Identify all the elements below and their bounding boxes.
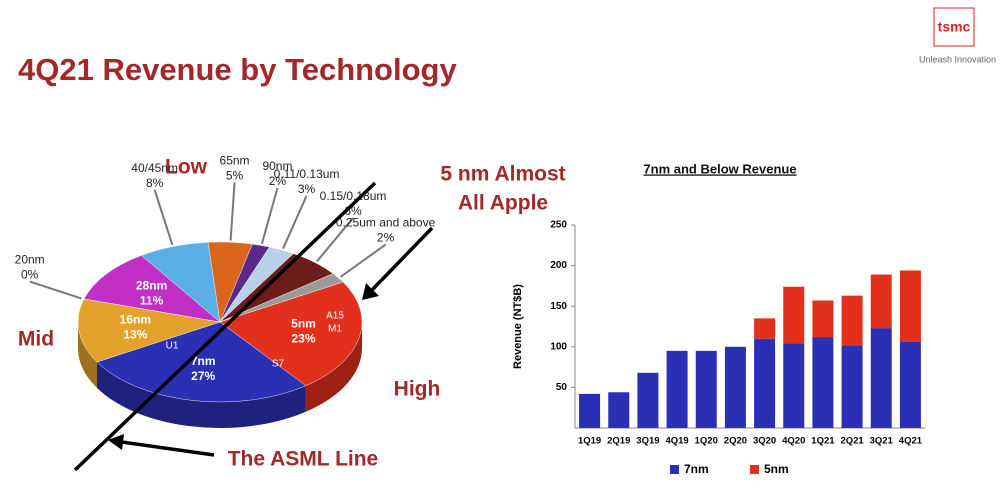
slice-value: 3% (298, 182, 316, 196)
y-axis-label: Revenue (NT$B) (512, 284, 524, 369)
x-tick-label: 1Q20 (695, 436, 718, 447)
arrow-head (108, 434, 124, 450)
slice-value: 2% (269, 174, 287, 188)
y-tick-label: 150 (550, 301, 567, 312)
legend-swatch (670, 465, 679, 474)
chart-title: 7nm and Below Revenue (643, 161, 796, 176)
slice-label: 40/45nm (131, 161, 178, 175)
bar-segment (695, 350, 717, 428)
y-tick-label: 50 (556, 382, 568, 393)
chip-label: M1 (328, 324, 342, 335)
slice-value: 5% (226, 169, 244, 183)
bar-segment (666, 350, 688, 428)
annotation-high: High (394, 378, 441, 401)
x-tick-label: 3Q19 (636, 436, 659, 447)
x-tick-label: 3Q21 (870, 436, 894, 447)
wedge (77, 298, 221, 363)
annotation-apple: 5 nm Almost (440, 163, 565, 186)
x-tick-label: 4Q19 (665, 436, 688, 447)
wedge-side (97, 362, 306, 428)
bar-segment (608, 392, 630, 428)
x-tick-label: 1Q21 (811, 436, 835, 447)
bar-segment (783, 343, 805, 428)
slice-value: 13% (123, 328, 147, 342)
slice-label: 7nm (191, 354, 216, 368)
slice-label: 5nm (291, 317, 316, 331)
wedge (219, 273, 344, 323)
leader-line (29, 280, 82, 300)
slice-label: 28nm (136, 279, 167, 293)
slice-value: 0% (21, 268, 39, 282)
legend-swatch (750, 465, 759, 474)
asml-line (73, 181, 377, 472)
slice-value: 23% (292, 332, 316, 346)
slide-title: 4Q21 Revenue by Technology (18, 52, 457, 87)
bar-segment (899, 270, 921, 342)
slice-label: 0.25um and above (336, 216, 436, 230)
y-tick-label: 100 (550, 341, 567, 352)
bar-segment (870, 274, 892, 329)
x-tick-label: 2Q21 (840, 436, 864, 447)
bar-segment (841, 345, 863, 428)
leader-line (153, 189, 174, 246)
slice-label: 90nm (262, 159, 292, 173)
slice-value: 27% (191, 369, 215, 383)
slice-label: 0.11/0.13um (274, 167, 340, 181)
arrow-head (362, 283, 379, 300)
x-tick-label: 2Q20 (724, 436, 747, 447)
slice-label: 0.15/0.18um (320, 189, 387, 203)
wedge (219, 281, 363, 386)
slice-value: 11% (140, 294, 164, 308)
wedge (83, 255, 221, 323)
annotation-apple: All Apple (458, 192, 548, 215)
annotation-low: Low (165, 156, 208, 179)
logo: tsmc (938, 19, 971, 35)
wedge-side (305, 322, 362, 412)
bar-segment (579, 393, 601, 428)
x-tick-label: 3Q20 (753, 436, 776, 447)
chip-label: S7 (272, 359, 285, 370)
legend-label: 7nm (684, 462, 709, 476)
slice-label: 20nm (15, 253, 45, 267)
x-tick-label: 1Q19 (578, 436, 601, 447)
bar-segment (724, 346, 746, 428)
leader-line (229, 182, 236, 241)
slice-value: 2% (377, 231, 395, 245)
bar-segment (754, 318, 776, 339)
bar-segment (754, 338, 776, 428)
legend-label: 5nm (764, 462, 789, 476)
bar-segment (841, 295, 863, 346)
bar-segment (899, 341, 921, 428)
arrow (121, 440, 215, 457)
leader-line (282, 195, 308, 249)
annotation-asml: The ASML Line (228, 448, 379, 471)
leader-line (340, 243, 387, 278)
y-tick-label: 250 (550, 220, 567, 231)
overlay: A15 M1 S7 U1 (73, 181, 434, 472)
x-tick-label: 4Q21 (899, 436, 923, 447)
arrow (370, 226, 434, 292)
annotation-mid: Mid (18, 328, 54, 351)
chip-label: U1 (166, 341, 179, 352)
leader-line (260, 187, 279, 245)
wedge (96, 321, 307, 403)
leader-line (316, 217, 354, 262)
slice-label: 65nm (220, 154, 250, 168)
y-tick-label: 200 (550, 260, 567, 271)
tagline: Unleash Innovation (919, 54, 996, 64)
bar-chart: 7nm and Below Revenue Revenue (NT$B) 50 100… (512, 161, 925, 476)
bar-segment (870, 328, 892, 428)
x-tick-label: 4Q20 (782, 436, 805, 447)
bar-segment (783, 286, 805, 344)
wedge-side (78, 322, 98, 388)
slice-label: 16nm (120, 313, 151, 327)
bar-segment (637, 372, 659, 428)
bar-segment (812, 300, 834, 338)
x-tick-label: 2Q19 (607, 436, 630, 447)
chip-label: A15 (326, 311, 344, 322)
bar-segment (812, 337, 834, 428)
logo-box (933, 7, 975, 47)
slice-value: 8% (146, 176, 164, 190)
